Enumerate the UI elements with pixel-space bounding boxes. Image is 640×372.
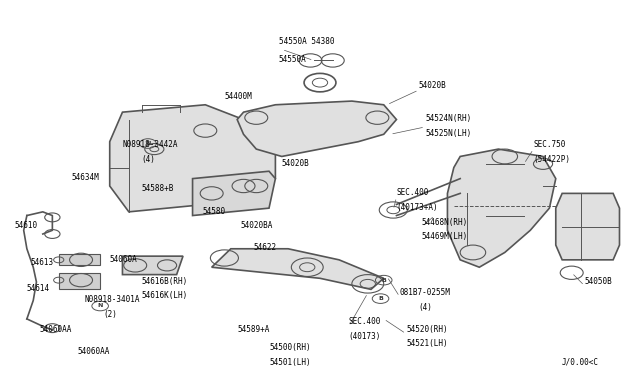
Text: N08918-3442A: N08918-3442A [122, 140, 178, 149]
Text: B: B [381, 278, 386, 283]
Text: 54588+B: 54588+B [141, 185, 174, 193]
Text: 54524N(RH): 54524N(RH) [425, 114, 472, 123]
Text: SEC.750: SEC.750 [534, 140, 566, 149]
Text: B: B [378, 296, 383, 301]
Text: 54616K(LH): 54616K(LH) [141, 291, 188, 301]
Polygon shape [109, 105, 275, 212]
Text: (40173+A): (40173+A) [396, 203, 438, 212]
Text: 54610: 54610 [14, 221, 37, 230]
Text: 54622: 54622 [253, 243, 276, 253]
Text: 081B7-0255M: 081B7-0255M [399, 288, 451, 297]
Polygon shape [122, 256, 183, 275]
Text: N: N [97, 304, 103, 308]
Polygon shape [59, 273, 100, 289]
Text: 54469M(LH): 54469M(LH) [422, 232, 468, 241]
Text: 54050B: 54050B [584, 277, 612, 286]
Text: 54500(RH): 54500(RH) [269, 343, 310, 352]
Text: 54614: 54614 [27, 284, 50, 293]
Text: 54525N(LH): 54525N(LH) [425, 129, 472, 138]
Polygon shape [447, 149, 556, 267]
Text: 54616B(RH): 54616B(RH) [141, 277, 188, 286]
Text: (4): (4) [419, 302, 433, 311]
Polygon shape [193, 171, 275, 215]
Text: 54521(LH): 54521(LH) [406, 340, 447, 349]
Text: N: N [145, 141, 150, 146]
Text: SEC.400: SEC.400 [349, 317, 381, 326]
Text: 54060A: 54060A [109, 254, 138, 263]
Polygon shape [556, 193, 620, 260]
Text: 54468N(RH): 54468N(RH) [422, 218, 468, 227]
Polygon shape [237, 101, 396, 157]
Text: 54550A 54380: 54550A 54380 [278, 37, 334, 46]
Text: 54020B: 54020B [282, 158, 310, 167]
Text: 54060AA: 54060AA [40, 325, 72, 334]
Text: 54520(RH): 54520(RH) [406, 325, 447, 334]
Text: 54400M: 54400M [225, 92, 252, 101]
Text: 54060AA: 54060AA [78, 347, 110, 356]
Text: 54634M: 54634M [72, 173, 99, 182]
Text: N08918-3401A: N08918-3401A [84, 295, 140, 304]
Text: SEC.400: SEC.400 [396, 188, 429, 197]
Text: 54020BA: 54020BA [241, 221, 273, 230]
Text: (54422P): (54422P) [534, 155, 570, 164]
Text: 54589+A: 54589+A [237, 325, 269, 334]
Polygon shape [212, 249, 384, 289]
Text: 54020B: 54020B [419, 81, 447, 90]
Polygon shape [59, 254, 100, 265]
Text: (2): (2) [103, 310, 117, 319]
Text: (40173): (40173) [349, 332, 381, 341]
Text: 54501(LH): 54501(LH) [269, 358, 310, 367]
Text: 54613: 54613 [30, 258, 53, 267]
Text: 54580: 54580 [202, 206, 225, 215]
Text: 54550A: 54550A [278, 55, 307, 64]
Text: J/0.00<C: J/0.00<C [562, 358, 599, 367]
Text: (4): (4) [141, 155, 156, 164]
